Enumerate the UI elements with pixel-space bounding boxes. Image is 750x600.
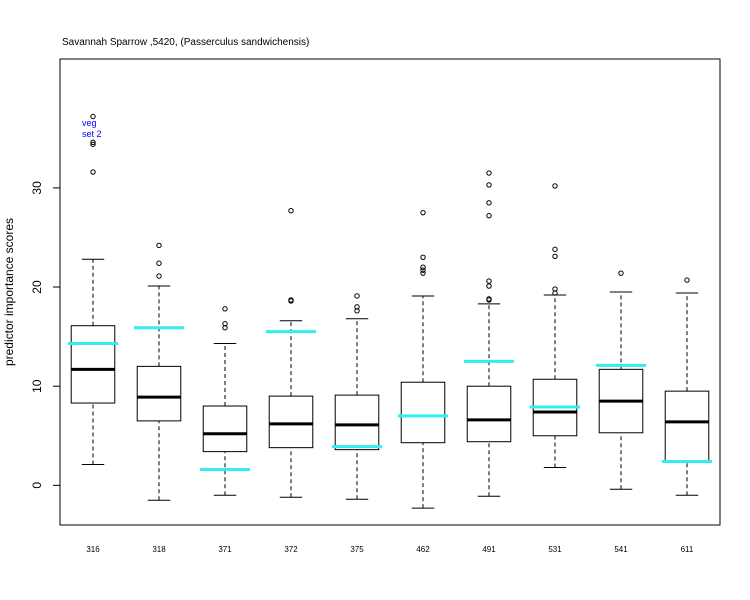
- outlier-point: [354, 293, 360, 299]
- boxes: [67, 113, 713, 509]
- box-611: [661, 277, 713, 496]
- outlier-point: [90, 141, 96, 147]
- iqr-box: [334, 394, 380, 451]
- x-tick-label: 611: [681, 545, 694, 554]
- outlier-point: [420, 267, 426, 273]
- box-318: [133, 242, 185, 501]
- outlier-point: [156, 260, 162, 266]
- outlier-point: [618, 270, 624, 276]
- iqr-box: [466, 385, 512, 443]
- outlier-point: [420, 209, 426, 216]
- x-tick-label: 491: [482, 545, 496, 554]
- outlier-point: [552, 253, 558, 260]
- y-tick-label: 0: [30, 482, 44, 489]
- x-axis: 316 318 371 372 375 462 491 531 541 611: [86, 545, 694, 554]
- iqr-box: [136, 365, 182, 422]
- outlier-point: [156, 242, 162, 249]
- outlier-point: [90, 139, 96, 145]
- x-tick-label: 316: [86, 545, 100, 554]
- x-tick-label: 372: [284, 545, 298, 554]
- outlier-point: [90, 113, 96, 120]
- y-tick-label: 20: [30, 280, 44, 294]
- outlier-point: [156, 273, 162, 279]
- iqr-box: [664, 390, 710, 463]
- outlier-point: [354, 304, 360, 310]
- box-316: [67, 113, 119, 466]
- x-tick-label: 371: [218, 545, 232, 554]
- outlier-point: [90, 169, 96, 175]
- outlier-point: [420, 270, 426, 276]
- outlier-point: [486, 170, 492, 176]
- box-372: [265, 207, 317, 498]
- box-541: [595, 270, 647, 490]
- outlier-point: [486, 296, 492, 302]
- outlier-point: [420, 254, 426, 260]
- box-491: [463, 170, 515, 497]
- outlier-point: [222, 306, 228, 312]
- outlier-point: [486, 278, 492, 284]
- box-371: [199, 306, 251, 496]
- iqr-box: [268, 395, 314, 449]
- x-tick-label: 318: [152, 545, 166, 554]
- outlier-point: [420, 264, 426, 270]
- annotation-line-1: veg: [82, 118, 97, 128]
- chart-title: Savannah Sparrow ,5420, (Passerculus san…: [62, 37, 309, 48]
- outlier-point: [552, 183, 558, 189]
- outlier-point: [486, 200, 492, 206]
- x-tick-label: 541: [614, 545, 628, 554]
- outlier-point: [486, 182, 492, 188]
- y-tick-label: 10: [30, 379, 44, 393]
- iqr-box: [70, 325, 116, 404]
- y-axis: 0 10 20 30: [30, 181, 61, 489]
- outlier-point: [288, 207, 294, 214]
- x-tick-label: 531: [548, 545, 562, 554]
- box-375: [331, 293, 383, 500]
- box-462: [397, 209, 449, 509]
- iqr-box: [202, 405, 248, 453]
- box-531: [529, 183, 581, 468]
- outlier-point: [486, 212, 492, 219]
- x-tick-label: 375: [350, 545, 364, 554]
- x-tick-label: 462: [416, 545, 430, 554]
- outlier-point: [486, 283, 492, 289]
- outlier-point: [222, 321, 228, 327]
- y-axis-label: predictor importance scores: [2, 218, 16, 366]
- annotation-line-2: set 2: [82, 129, 102, 139]
- iqr-box: [400, 381, 446, 444]
- outlier-point: [552, 286, 558, 292]
- outlier-point: [552, 246, 558, 253]
- outlier-point: [288, 297, 294, 303]
- y-tick-label: 30: [30, 181, 44, 195]
- outlier-point: [684, 277, 690, 283]
